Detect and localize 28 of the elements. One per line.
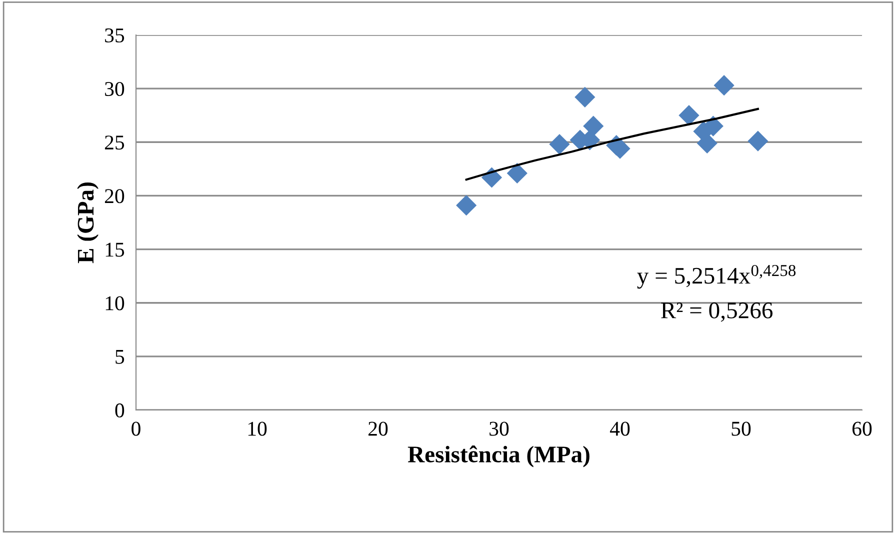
x-tick-label: 60	[852, 422, 872, 436]
point	[549, 134, 570, 155]
point	[678, 105, 700, 126]
y-tick-label: 20	[104, 189, 124, 204]
y-axis-title: E (GPa)	[77, 182, 98, 264]
y-tick-label: 25	[104, 136, 124, 150]
x-tick-label: 40	[610, 422, 630, 436]
annotation: R² = 0,5266	[661, 302, 773, 322]
x-axis-title: Resistência (MPa)	[408, 446, 590, 468]
y-tick-label: 10	[106, 296, 124, 310]
x-tick-label: 20	[368, 422, 388, 436]
y-tick-label: 35	[105, 28, 124, 42]
point	[506, 162, 528, 184]
point	[456, 195, 477, 216]
point	[610, 138, 630, 159]
x-tick-label: 30	[490, 422, 509, 436]
x-tick-label: 50	[732, 422, 751, 436]
point	[714, 75, 734, 96]
point	[583, 116, 604, 136]
x-tick-label: 0	[132, 422, 140, 436]
y-tick-label: 30	[105, 82, 124, 96]
x-tick-label: 10	[248, 422, 267, 436]
point	[748, 130, 768, 152]
y-tick-label: 15	[106, 242, 124, 257]
annotation: y = 5,2514x$^{0,4258}$	[637, 264, 796, 289]
y-tick-label: 5	[116, 350, 124, 364]
y-tick-label: 0	[115, 403, 124, 418]
point	[574, 86, 596, 108]
